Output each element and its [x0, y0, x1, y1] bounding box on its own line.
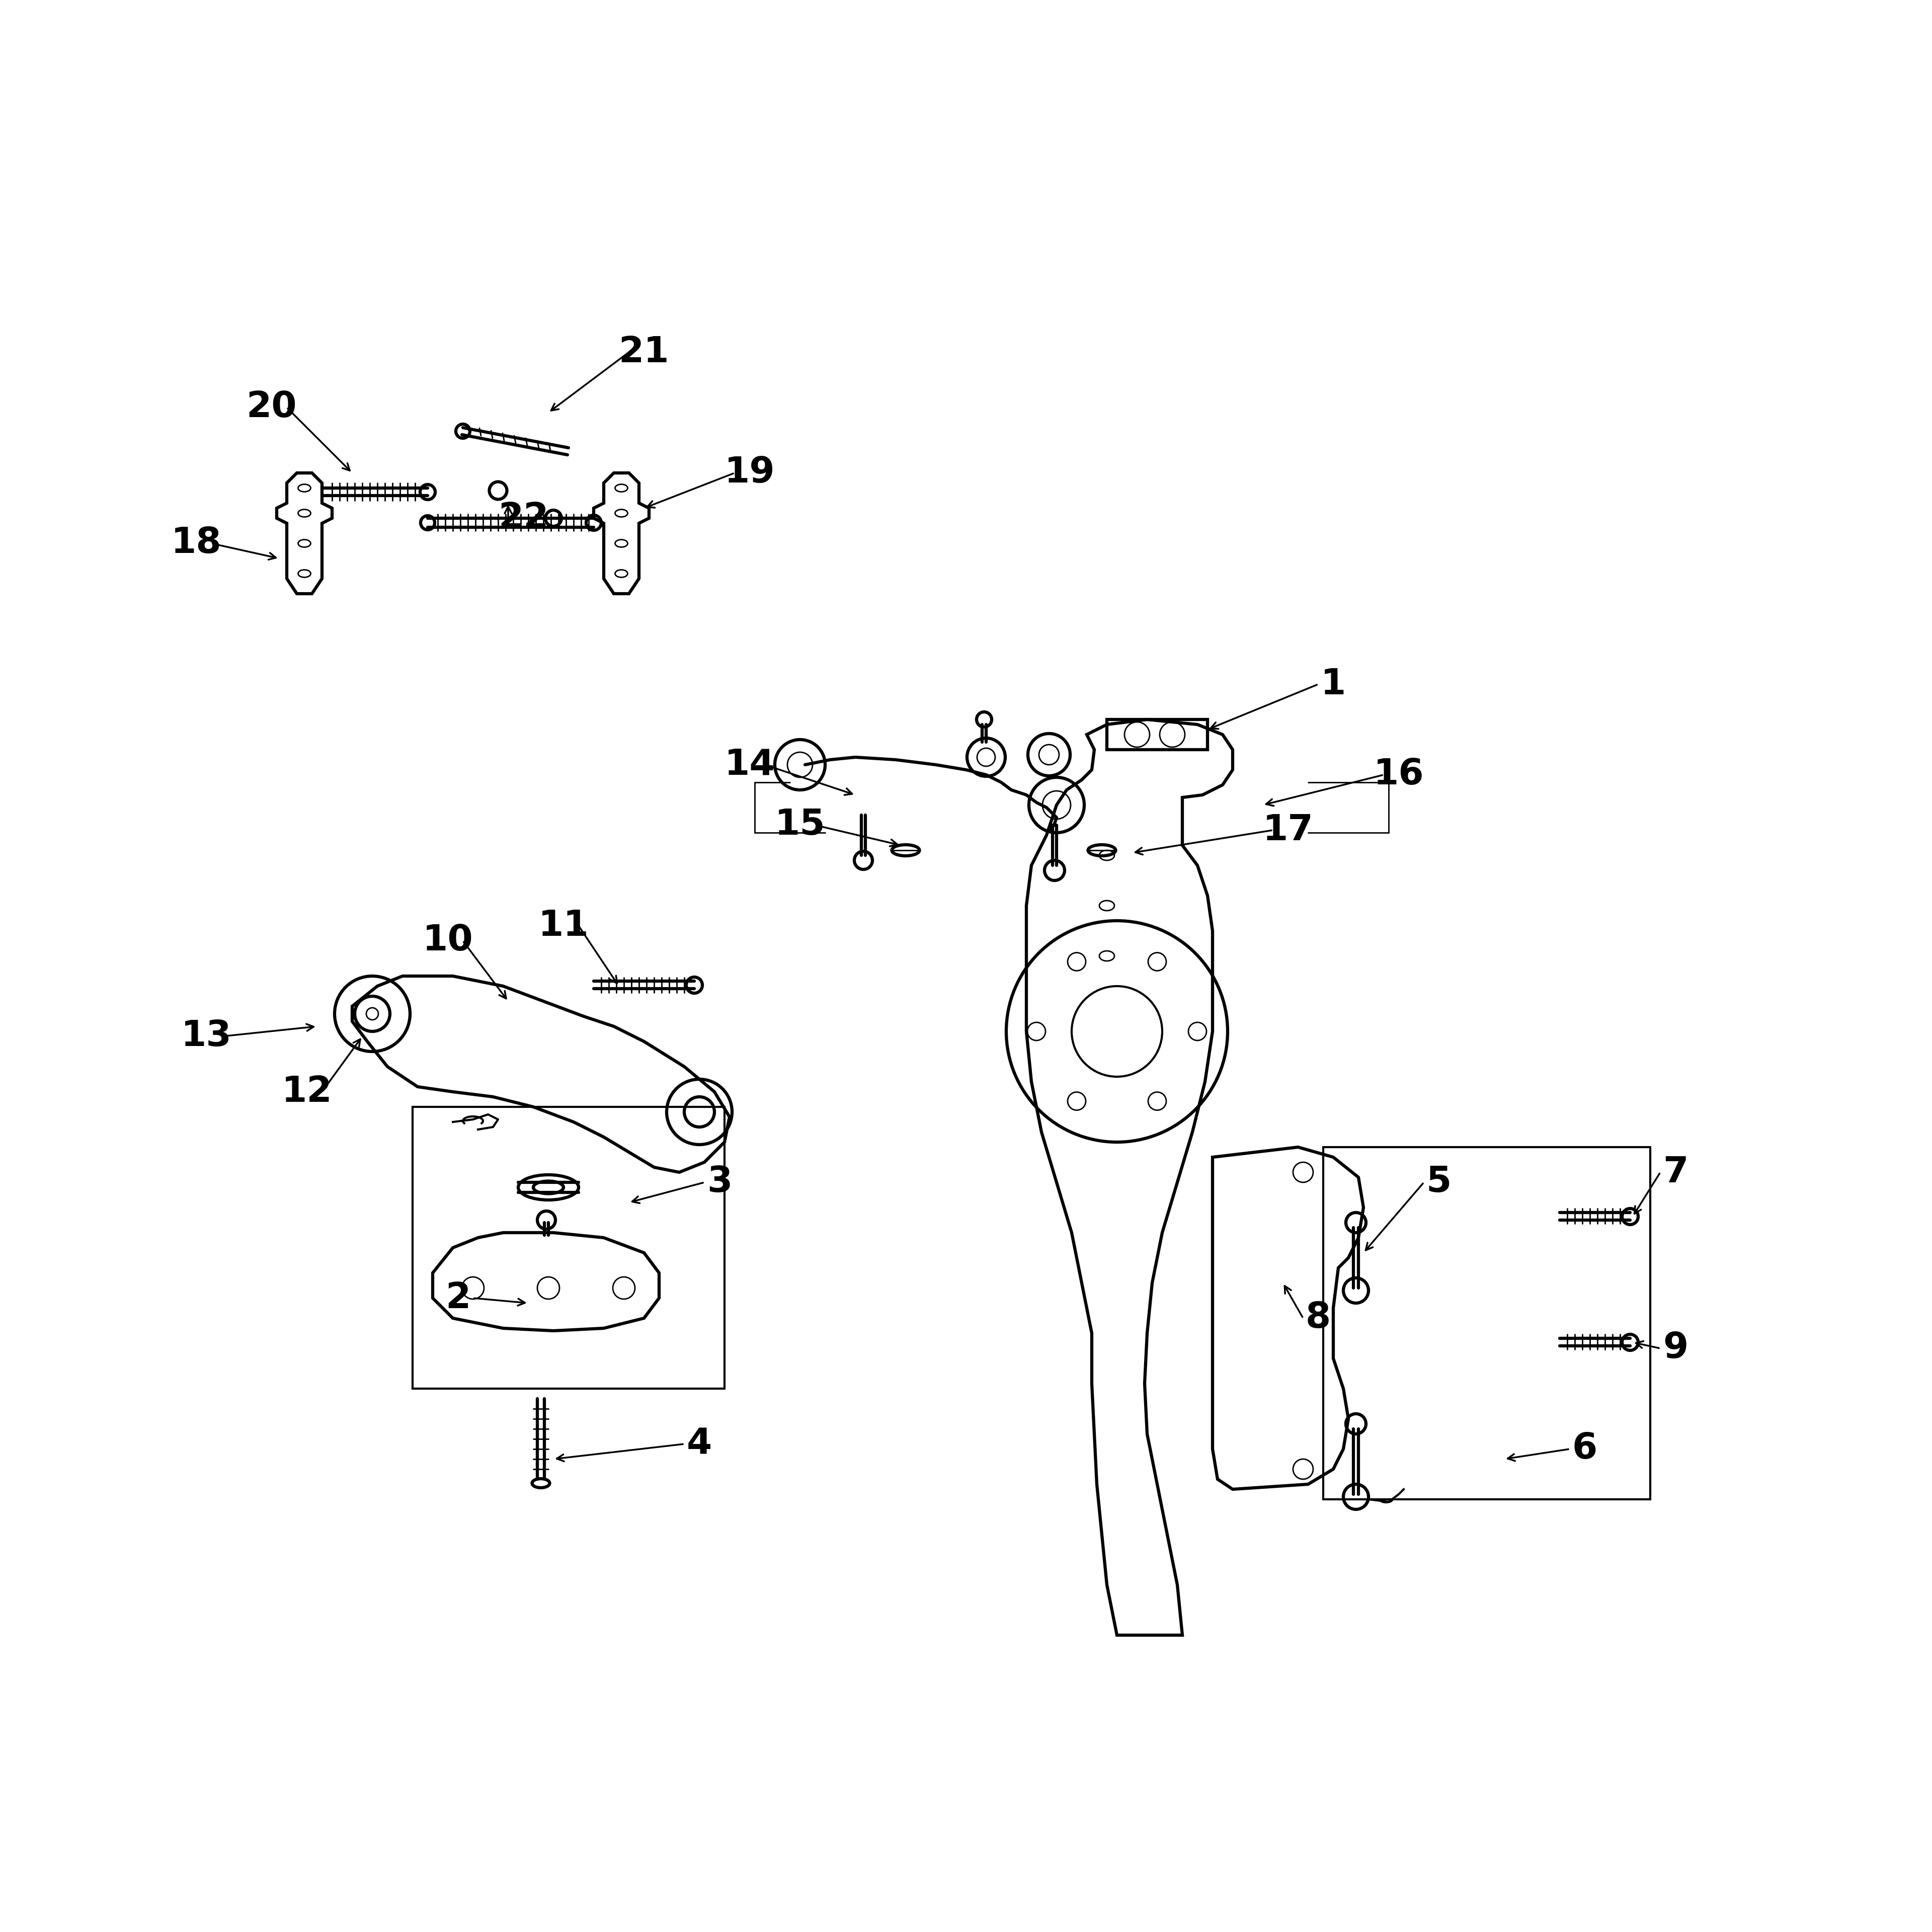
Text: 7: 7 — [1663, 1155, 1689, 1190]
Text: 17: 17 — [1264, 813, 1314, 848]
Text: 2: 2 — [444, 1281, 471, 1316]
Text: 22: 22 — [498, 500, 549, 535]
Text: 4: 4 — [686, 1426, 713, 1461]
Text: 15: 15 — [775, 808, 825, 842]
Text: 16: 16 — [1374, 757, 1424, 792]
Text: 21: 21 — [618, 334, 668, 369]
Text: 18: 18 — [170, 526, 222, 560]
Bar — [1323, 1148, 1650, 1499]
Text: 20: 20 — [247, 390, 298, 425]
Bar — [1107, 719, 1208, 750]
Text: 19: 19 — [725, 456, 775, 491]
Text: 13: 13 — [182, 1018, 232, 1053]
Text: 6: 6 — [1573, 1432, 1598, 1466]
Bar — [413, 1107, 725, 1389]
Text: 14: 14 — [725, 748, 775, 782]
Text: 10: 10 — [423, 923, 473, 958]
Text: 5: 5 — [1426, 1165, 1451, 1200]
Text: 3: 3 — [707, 1165, 732, 1200]
Text: 12: 12 — [282, 1074, 332, 1109]
Text: 1: 1 — [1321, 667, 1347, 701]
Text: 8: 8 — [1306, 1300, 1331, 1335]
Text: 11: 11 — [539, 908, 589, 943]
Text: 9: 9 — [1663, 1331, 1689, 1366]
